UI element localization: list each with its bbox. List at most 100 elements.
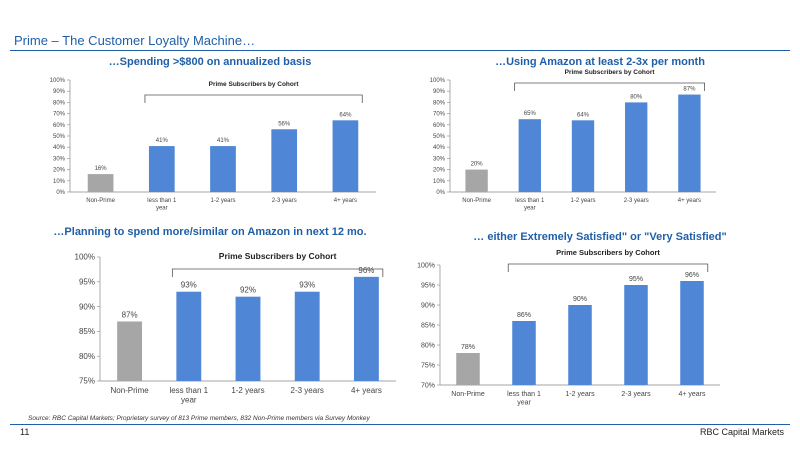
category-label: less than 1: [515, 198, 545, 204]
title-divider: [10, 50, 790, 51]
data-label: 87%: [122, 310, 138, 319]
y-tick-label: 75%: [421, 362, 435, 369]
category-label: 2-3 years: [621, 391, 651, 398]
data-label: 41%: [217, 138, 230, 144]
y-tick-label: 0%: [436, 190, 445, 196]
data-label: 87%: [683, 87, 696, 93]
bar-prime-cohort: [294, 291, 320, 381]
bar-prime-cohort: [680, 281, 704, 385]
y-tick-label: 70%: [53, 112, 66, 118]
chart-svg: … either Extremely Satisfied" or "Very S…: [417, 231, 727, 407]
category-label: Non-Prime: [451, 391, 485, 398]
chart-title: … either Extremely Satisfied" or "Very S…: [473, 231, 726, 243]
page-number: 11: [20, 427, 30, 437]
category-label: Non-Prime: [462, 198, 491, 204]
y-tick-label: 40%: [53, 145, 66, 151]
data-label: 41%: [156, 138, 169, 144]
bar-prime-cohort: [678, 94, 701, 192]
bar-prime-cohort: [353, 276, 379, 381]
category-label: year: [156, 206, 168, 212]
y-tick-label: 80%: [79, 352, 95, 361]
y-tick-label: 70%: [421, 382, 435, 389]
y-tick-label: 100%: [430, 78, 446, 84]
y-tick-label: 85%: [79, 327, 95, 336]
category-label: year: [181, 396, 197, 405]
y-tick-label: 0%: [56, 190, 65, 196]
category-label: Non-Prime: [110, 386, 149, 395]
bar-prime-cohort: [332, 120, 359, 192]
category-label: 4+ years: [351, 386, 382, 395]
brand-name: RBC Capital Markets: [699, 427, 784, 437]
data-label: 16%: [95, 166, 108, 172]
y-tick-label: 10%: [53, 179, 66, 185]
bar-prime-cohort: [271, 129, 298, 192]
data-label: 65%: [524, 111, 537, 117]
data-label: 90%: [573, 296, 587, 303]
y-tick-label: 10%: [433, 179, 446, 185]
chart-title: …Using Amazon at least 2-3x per month: [495, 56, 705, 68]
y-tick-label: 100%: [417, 262, 435, 269]
y-tick-label: 100%: [50, 78, 66, 84]
chart-panel-satisfaction: … either Extremely Satisfied" or "Very S…: [410, 230, 790, 415]
bar-non-prime: [117, 321, 143, 381]
bar-prime-cohort: [625, 102, 648, 192]
category-label: less than 1: [147, 198, 177, 204]
bar-non-prime: [87, 174, 114, 192]
source-note: Source: RBC Capital Markets; Proprietary…: [28, 415, 370, 422]
cohort-bracket: [171, 268, 384, 277]
y-tick-label: 70%: [433, 112, 446, 118]
bar-prime-cohort: [624, 285, 648, 385]
y-tick-label: 90%: [79, 302, 95, 311]
bar-prime-cohort: [148, 146, 175, 192]
data-label: 96%: [685, 272, 699, 279]
category-label: 2-3 years: [624, 198, 649, 204]
y-tick-label: 90%: [53, 89, 66, 95]
y-tick-label: 60%: [433, 123, 446, 129]
bar-prime-cohort: [568, 305, 592, 385]
chart-svg: …Using Amazon at least 2-3x per month 0% 1…: [430, 56, 716, 212]
data-label: 78%: [461, 344, 475, 351]
y-tick-label: 40%: [433, 145, 446, 151]
data-label: 56%: [278, 121, 291, 127]
y-tick-label: 80%: [421, 342, 435, 349]
chart-title: …Spending >$800 on annualized basis: [109, 56, 312, 68]
data-label: 95%: [629, 276, 643, 283]
category-label: 4+ years: [334, 198, 357, 204]
chart-title: …Planning to spend more/similar on Amazo…: [53, 226, 366, 238]
bar-prime-cohort: [210, 146, 236, 192]
chart-panel-planning: …Planning to spend more/similar on Amazo…: [20, 225, 400, 415]
chart-svg: …Planning to spend more/similar on Amazo…: [53, 226, 396, 405]
bar-prime-cohort: [512, 321, 536, 385]
cohort-bracket: [514, 82, 705, 91]
category-label: 1-2 years: [570, 198, 595, 204]
data-label: 93%: [299, 281, 315, 290]
data-label: 92%: [240, 286, 256, 295]
y-tick-label: 20%: [433, 168, 446, 174]
data-label: 86%: [517, 312, 531, 319]
y-tick-label: 95%: [79, 277, 95, 286]
chart-subtitle: Prime Subscribers by Cohort: [556, 248, 660, 257]
bar-non-prime: [456, 353, 480, 385]
category-label: 1-2 years: [565, 391, 595, 398]
category-label: year: [524, 206, 536, 212]
bar-prime-cohort: [176, 291, 202, 381]
y-tick-label: 30%: [53, 156, 66, 162]
chart-panel-usage: …Using Amazon at least 2-3x per month 0% 1…: [410, 55, 790, 215]
y-tick-label: 80%: [53, 100, 66, 106]
chart-panel-spending: …Spending >$800 on annualized basis 0% 10%…: [20, 55, 400, 215]
y-tick-label: 90%: [433, 89, 446, 95]
bar-prime-cohort: [235, 296, 261, 381]
data-label: 80%: [630, 94, 643, 100]
chart-subtitle: Prime Subscribers by Cohort: [209, 81, 300, 88]
page-title: Prime – The Customer Loyalty Machine…: [14, 33, 256, 48]
y-tick-label: 80%: [433, 100, 446, 106]
y-tick-label: 20%: [53, 168, 66, 174]
data-label: 64%: [339, 112, 352, 118]
chart-svg: …Spending >$800 on annualized basis 0% 10%…: [50, 56, 376, 212]
y-tick-label: 50%: [53, 134, 66, 140]
y-tick-label: 100%: [75, 253, 95, 262]
cohort-bracket: [144, 94, 363, 103]
y-tick-label: 60%: [53, 123, 66, 129]
data-label: 96%: [358, 266, 374, 275]
cohort-bracket: [507, 263, 709, 272]
